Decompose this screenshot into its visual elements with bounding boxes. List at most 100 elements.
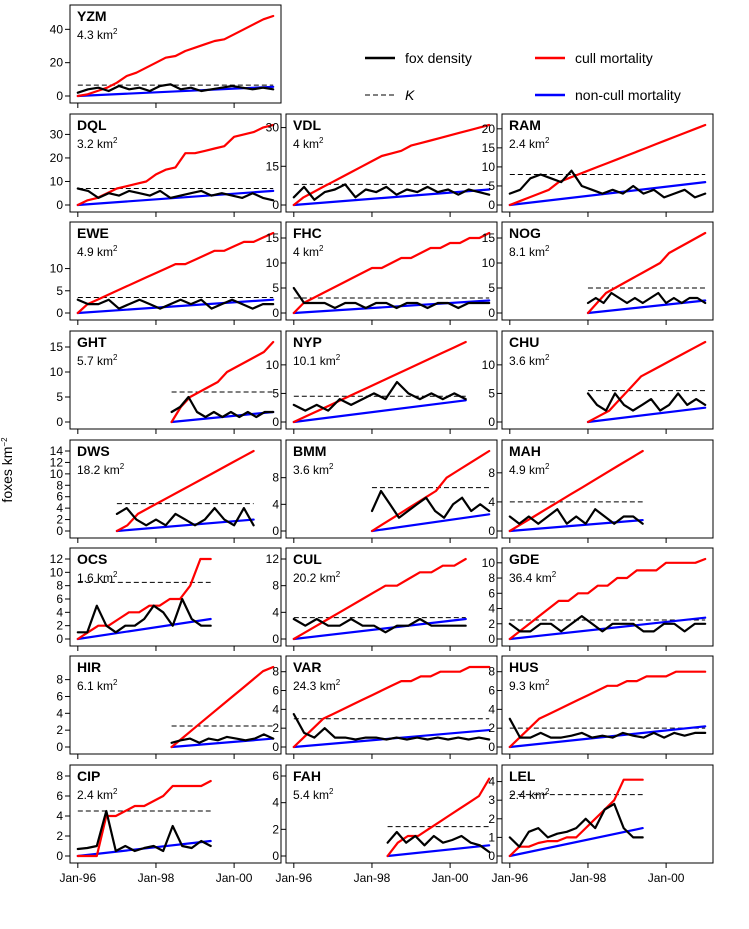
x-tick-label: Jan-96: [275, 871, 312, 885]
y-tick-label: 0: [272, 632, 279, 646]
y-tick-label: 5: [488, 281, 495, 295]
y-tick-label: 15: [266, 231, 280, 245]
density-line: [292, 713, 491, 741]
y-tick-label: 0: [488, 306, 495, 320]
area-label: 5.7 km2: [77, 353, 118, 368]
area-label: 10.1 km2: [293, 353, 341, 368]
x-tick-label: Jan-98: [354, 871, 391, 885]
y-tick-label: 0: [56, 740, 63, 754]
panel-dql: 0 10 20 30 DQL 3.2 km2: [50, 113, 282, 217]
y-tick-label: 4: [272, 605, 279, 619]
y-tick-label: 10: [266, 358, 280, 372]
area-label: 6.1 km2: [77, 678, 118, 693]
panel-ram: 0 5 10 15 20 RAM 2.4 km2: [482, 113, 714, 217]
y-tick-label: 2: [56, 513, 63, 527]
y-tick-label: 10: [482, 358, 496, 372]
density-line: [508, 169, 707, 199]
y-tick-label: 8: [488, 665, 495, 679]
cull-line: [76, 231, 275, 315]
panel-frame: [285, 330, 498, 430]
density-line: [292, 617, 467, 634]
x-tick-label: Jan-98: [570, 871, 607, 885]
y-tick-label: 15: [266, 159, 280, 173]
cull-line: [292, 123, 491, 207]
y-tick-label: 6: [56, 490, 63, 504]
y-tick-label: 10: [50, 262, 64, 276]
panel-frame: [69, 655, 282, 755]
area-label: 2.4 km2: [77, 787, 118, 802]
cull-line: [508, 123, 707, 207]
site-label: VDL: [293, 117, 321, 133]
density-line: [76, 298, 275, 310]
panel-cul: 0 4 8 12 CUL 20.2 km2: [266, 547, 498, 651]
y-tick-label: 8: [272, 471, 279, 485]
y-tick-label: 20: [482, 122, 496, 136]
panel-vdl: 0 15 30 VDL 4 km2: [266, 113, 498, 217]
y-tick-label: 15: [50, 340, 64, 354]
cull-line: [170, 665, 275, 749]
legend-label: non-cull mortality: [575, 87, 681, 103]
panel-yzm: 0 20 40 YZM 4.3 km2: [50, 4, 282, 108]
y-tick-label: 2: [272, 822, 279, 836]
area-label: 2.4 km2: [509, 136, 550, 151]
y-tick-label: 2: [488, 617, 495, 631]
density-line: [76, 597, 212, 634]
y-tick-label: 14: [50, 444, 64, 458]
density-line: [292, 183, 491, 201]
y-tick-label: 6: [56, 689, 63, 703]
y-tick-label: 2: [56, 723, 63, 737]
y-tick-label: 5: [56, 390, 63, 404]
cull-line: [586, 231, 707, 315]
density-line: [586, 291, 707, 305]
panel-hir: 0 2 4 6 8 HIR 6.1 km2: [56, 655, 282, 759]
y-tick-label: 0: [56, 632, 63, 646]
noncull-line: [508, 518, 644, 533]
panel-hus: 0 2 4 6 8 HUS 9.3 km2: [488, 655, 714, 759]
y-tick-label: 5: [272, 386, 279, 400]
y-tick-label: 4: [272, 796, 279, 810]
y-tick-label: 0: [56, 198, 63, 212]
y-tick-label: 40: [50, 22, 64, 36]
panel-frame: [69, 547, 282, 647]
noncull-line: [76, 189, 275, 207]
y-tick-label: 0: [272, 524, 279, 538]
panel-mah: 0 4 8 MAH 4.9 km2: [488, 439, 714, 543]
x-tick-label: Jan-00: [432, 871, 469, 885]
y-tick-label: 0: [488, 740, 495, 754]
y-tick-label: 2: [488, 721, 495, 735]
cull-line: [508, 670, 707, 749]
y-tick-label: 4: [56, 501, 63, 515]
panel-frame: [501, 764, 714, 864]
cull-line: [115, 449, 255, 533]
y-tick-label: 8: [488, 571, 495, 585]
site-label: NOG: [509, 225, 541, 241]
density-line: [508, 717, 707, 739]
noncull-line: [76, 298, 275, 315]
site-label: CHU: [509, 334, 539, 350]
site-label: FHC: [293, 225, 322, 241]
panel-fhc: 0 5 10 15 FHC 4 km2: [266, 221, 498, 325]
area-label: 4 km2: [293, 136, 324, 151]
density-line: [292, 286, 491, 310]
y-tick-label: 5: [488, 179, 495, 193]
cull-line: [76, 14, 275, 98]
y-tick-label: 0: [488, 524, 495, 538]
y-tick-label: 8: [488, 466, 495, 480]
y-tick-label: 10: [50, 174, 64, 188]
y-tick-label: 6: [488, 586, 495, 600]
noncull-line: [76, 617, 212, 641]
area-label: 2.4 km2: [509, 787, 550, 802]
cull-line: [76, 779, 212, 858]
y-tick-label: 4: [488, 775, 495, 789]
cull-line: [76, 123, 275, 207]
x-tick-label: Jan-96: [491, 871, 528, 885]
y-tick-label: 10: [266, 256, 280, 270]
y-tick-label: 4: [272, 702, 279, 716]
site-label: GDE: [509, 551, 539, 567]
y-tick-label: 6: [488, 684, 495, 698]
y-tick-label: 0: [272, 198, 279, 212]
area-label: 20.2 km2: [293, 570, 341, 585]
x-tick-label: Jan-96: [59, 871, 96, 885]
